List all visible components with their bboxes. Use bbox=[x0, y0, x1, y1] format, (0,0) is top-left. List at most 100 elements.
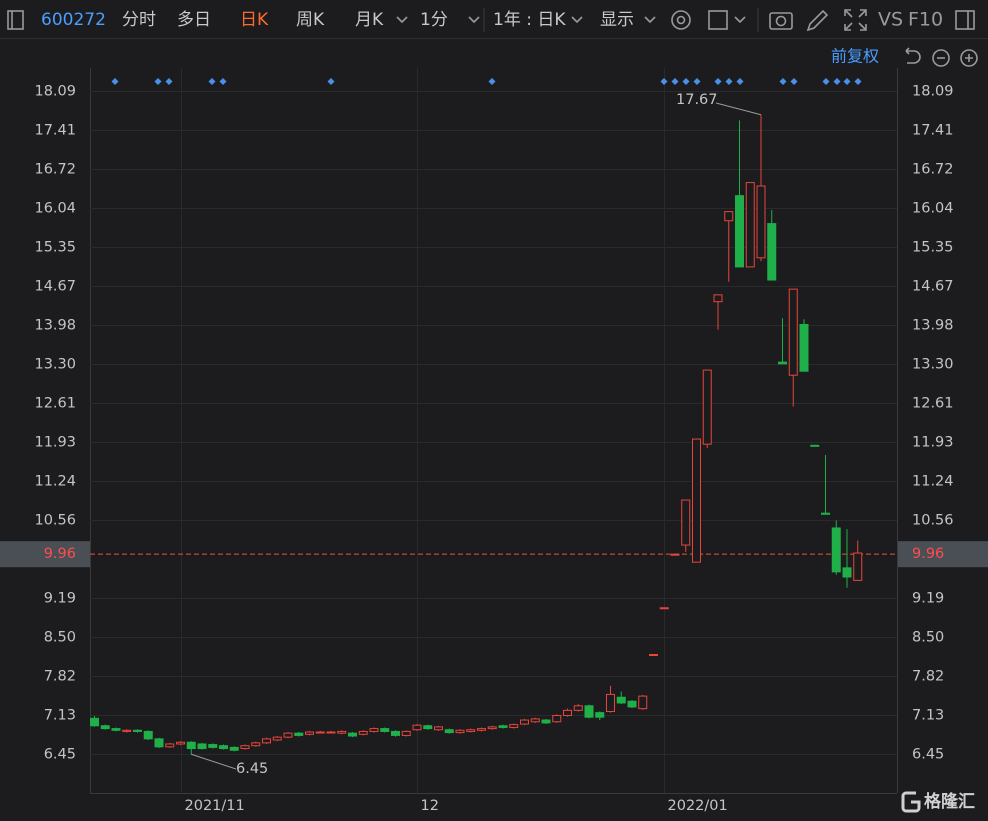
candle-body bbox=[358, 730, 368, 735]
y-tick-label-right: 16.04 bbox=[912, 201, 954, 217]
candle-body bbox=[380, 728, 390, 732]
y-tick-label-right: 14.67 bbox=[912, 279, 954, 295]
candle-body bbox=[638, 695, 648, 710]
y-tick-label-right: 13.98 bbox=[912, 318, 954, 334]
y-tick-label: 13.98 bbox=[34, 318, 76, 334]
y-tick-label-right: 17.41 bbox=[912, 123, 954, 139]
y-tick-label-right: 9.19 bbox=[912, 591, 944, 607]
range-select[interactable]: 1年 : 日K bbox=[493, 10, 566, 30]
chevron[interactable] bbox=[396, 16, 408, 24]
y-tick-label-right: 18.09 bbox=[912, 84, 954, 100]
toolbar: 600272 分时 多日 日K 周K 月K 1分 1年 : 日K 显示 VS F… bbox=[7, 8, 975, 32]
candle-body bbox=[713, 294, 723, 303]
y-tick-label: 10.56 bbox=[34, 513, 76, 529]
candle-body bbox=[509, 724, 519, 728]
candle-body bbox=[659, 607, 669, 610]
draw-icon[interactable] bbox=[806, 9, 829, 32]
event-marker bbox=[822, 78, 830, 85]
event-marker bbox=[111, 78, 119, 85]
y-tick-label: 17.41 bbox=[34, 123, 76, 139]
y-tick-label-right: 7.13 bbox=[912, 708, 944, 724]
candle-body bbox=[616, 696, 626, 704]
candle-body bbox=[262, 738, 271, 744]
candle-body bbox=[541, 719, 551, 724]
candle-body bbox=[487, 726, 497, 730]
y-tick-label: 14.67 bbox=[34, 279, 76, 295]
candle-body bbox=[208, 744, 218, 748]
tab[interactable]: 月K bbox=[355, 10, 384, 30]
candle-body bbox=[412, 724, 422, 731]
y-tick-label-right: 7.82 bbox=[912, 669, 944, 685]
last-price-box bbox=[898, 541, 988, 568]
y-tick-label-right: 6.45 bbox=[912, 747, 944, 763]
y-tick-label: 15.35 bbox=[34, 240, 76, 256]
event-marker bbox=[854, 78, 862, 85]
y-tick-label-right: 11.24 bbox=[912, 474, 954, 490]
vs-button[interactable]: VS bbox=[878, 9, 903, 31]
candle-body bbox=[143, 730, 153, 740]
candle-body bbox=[283, 732, 293, 738]
candle-body bbox=[348, 732, 357, 737]
event-marker bbox=[693, 78, 701, 85]
candle-body bbox=[767, 223, 777, 281]
labels: 6.45 6.45 7.13 7.13 7.82 7.82 8.50 8.50 9.19 9.19… bbox=[0, 78, 988, 814]
tab[interactable]: 分时 bbox=[122, 10, 156, 30]
event-marker bbox=[327, 78, 335, 85]
candle-body bbox=[122, 729, 132, 732]
f10-button[interactable]: F10 bbox=[908, 9, 943, 31]
last-price-label: 9.96 bbox=[44, 546, 76, 562]
y-tick-label: 11.93 bbox=[34, 435, 76, 451]
fullscreen-icon[interactable] bbox=[844, 9, 867, 31]
chevron[interactable] bbox=[468, 16, 480, 24]
candle-body bbox=[552, 714, 562, 723]
tab[interactable]: 1分 bbox=[420, 10, 448, 30]
sidebar-icon[interactable] bbox=[955, 10, 975, 30]
reset-icon[interactable] bbox=[905, 47, 921, 64]
event-marker bbox=[219, 78, 227, 85]
event-marker bbox=[208, 78, 216, 85]
candle-body bbox=[627, 700, 637, 708]
event-marker bbox=[154, 78, 162, 85]
zoom-out-icon[interactable] bbox=[932, 49, 950, 67]
candle-body bbox=[649, 653, 658, 656]
event-marker bbox=[682, 78, 690, 85]
y-tick-label: 16.72 bbox=[34, 162, 76, 178]
max-leader bbox=[715, 102, 762, 116]
stock-code[interactable]: 600272 bbox=[41, 10, 106, 30]
display-menu[interactable]: 显示 bbox=[600, 10, 634, 30]
x-tick-label: 2022/01 bbox=[668, 798, 728, 814]
candle-body bbox=[702, 369, 712, 445]
watermark: 格隆汇 bbox=[901, 791, 975, 813]
candle-body bbox=[724, 211, 734, 222]
camera-icon[interactable] bbox=[769, 12, 793, 30]
candle-body bbox=[90, 717, 99, 727]
candle-body bbox=[477, 728, 486, 731]
adjust-mode[interactable]: 前复权 bbox=[831, 47, 879, 66]
tab[interactable]: 周K bbox=[296, 10, 325, 30]
event-marker bbox=[488, 78, 496, 85]
candle-body bbox=[111, 728, 121, 731]
candle-body bbox=[745, 182, 755, 268]
y-tick-label: 8.50 bbox=[44, 630, 76, 646]
candle-body bbox=[692, 438, 701, 563]
event-marker bbox=[660, 78, 668, 85]
chevron[interactable] bbox=[571, 16, 583, 24]
y-tick-label-right: 13.30 bbox=[912, 357, 954, 373]
settings-icon[interactable] bbox=[671, 10, 691, 30]
candle-body bbox=[337, 730, 347, 734]
candle-body bbox=[369, 728, 379, 732]
tab-active[interactable]: 日K bbox=[240, 10, 269, 30]
y-tick-label: 6.45 bbox=[44, 747, 76, 763]
zoom-in-icon[interactable] bbox=[960, 49, 978, 67]
overlay-icon[interactable] bbox=[708, 10, 728, 30]
candle-body bbox=[434, 726, 443, 731]
y-tick-label: 16.04 bbox=[34, 201, 76, 217]
panel-icon[interactable] bbox=[7, 10, 24, 30]
candle-body bbox=[391, 730, 400, 736]
max-label: 17.67 bbox=[676, 92, 718, 108]
tab[interactable]: 多日 bbox=[177, 10, 211, 30]
chevron[interactable] bbox=[644, 16, 656, 24]
event-marker bbox=[736, 78, 744, 85]
candle-body bbox=[444, 729, 454, 734]
